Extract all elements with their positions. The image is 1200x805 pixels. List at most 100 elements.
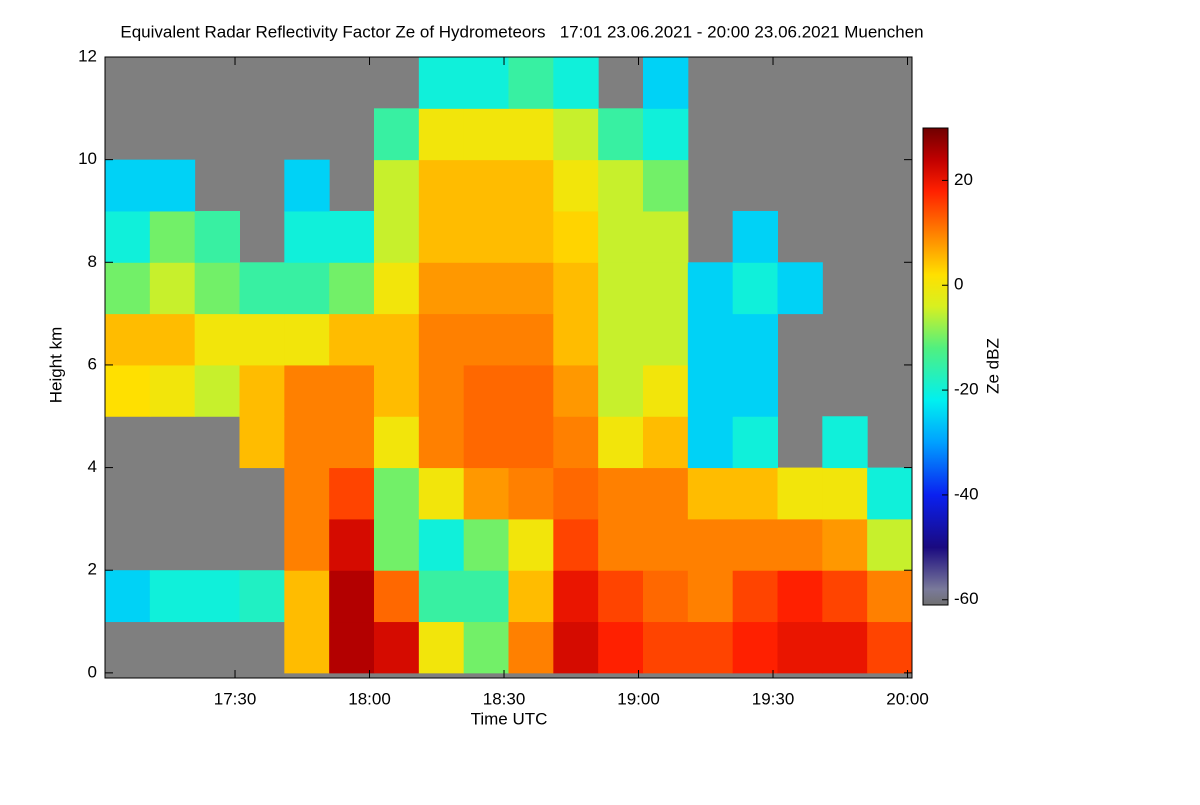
heatmap-cell	[105, 364, 151, 417]
heatmap-cell	[508, 57, 554, 109]
heatmap-cell	[687, 364, 734, 417]
heatmap-cell	[687, 467, 734, 520]
heatmap-cell	[598, 313, 644, 366]
heatmap-cell	[822, 518, 868, 571]
heatmap-cell	[284, 364, 330, 417]
heatmap-cell	[508, 570, 554, 623]
heatmap-cell	[732, 210, 778, 263]
heatmap-cell	[643, 416, 689, 469]
heatmap-cell	[463, 262, 509, 315]
heatmap-cell	[643, 57, 689, 109]
heatmap-cell	[329, 364, 375, 417]
heatmap-cell	[822, 416, 868, 469]
x-tick-label: 19:00	[617, 689, 660, 708]
heatmap-cell	[239, 364, 285, 417]
heatmap-cell	[239, 262, 285, 315]
heatmap-cell	[418, 57, 465, 109]
heatmap-cell	[194, 262, 240, 315]
x-tick-label: 17:30	[214, 689, 257, 708]
heatmap-cell	[463, 108, 509, 161]
heatmap-cell	[867, 621, 913, 674]
heatmap-cell	[149, 313, 196, 366]
heatmap-cell	[105, 570, 151, 623]
heatmap-cell	[105, 210, 151, 263]
heatmap-cell	[284, 518, 330, 571]
y-tick-label: 0	[88, 662, 97, 681]
heatmap-cell	[508, 108, 554, 161]
heatmap-cell	[329, 570, 375, 623]
heatmap-cell	[732, 621, 778, 674]
colorbar-tick-label: 0	[954, 275, 963, 294]
x-tick-label: 18:30	[483, 689, 526, 708]
heatmap-cell	[732, 416, 778, 469]
x-tick-label: 19:30	[752, 689, 795, 708]
heatmap-cell	[508, 262, 554, 315]
heatmap-cell	[553, 518, 599, 571]
heatmap-cell	[553, 313, 599, 366]
y-tick-label: 2	[88, 560, 97, 579]
heatmap-cell	[284, 570, 330, 623]
heatmap-cell	[149, 210, 196, 263]
heatmap-cell	[463, 570, 509, 623]
heatmap-cell	[598, 108, 644, 161]
heatmap-cell	[643, 159, 689, 212]
colorbar-tick-label: 20	[954, 170, 973, 189]
heatmap-cell	[553, 416, 599, 469]
y-tick-label: 4	[88, 457, 97, 476]
y-tick-label: 6	[88, 354, 97, 373]
heatmap-cell	[149, 570, 196, 623]
heatmap-cell	[598, 159, 644, 212]
heatmap-cell	[463, 416, 509, 469]
heatmap-cell	[239, 416, 285, 469]
heatmap-cell	[194, 364, 240, 417]
heatmap-cell	[418, 159, 465, 212]
heatmap-cell	[508, 210, 554, 263]
x-tick-label: 20:00	[886, 689, 929, 708]
heatmap-cell	[867, 518, 913, 571]
heatmap-cell	[149, 364, 196, 417]
heatmap-cell	[598, 262, 644, 315]
heatmap-cell	[194, 570, 240, 623]
heatmap-cell	[598, 621, 644, 674]
heatmap-cell	[553, 159, 599, 212]
heatmap-cell	[687, 262, 734, 315]
heatmap-cell	[598, 416, 644, 469]
heatmap-cell	[374, 518, 420, 571]
heatmap-cell	[329, 313, 375, 366]
heatmap-cell	[463, 621, 509, 674]
heatmap-cell	[598, 518, 644, 571]
heatmap-cell	[553, 570, 599, 623]
heatmap-cell	[732, 313, 778, 366]
heatmap-cell	[822, 467, 868, 520]
heatmap-cell	[463, 518, 509, 571]
heatmap-cell	[508, 467, 554, 520]
heatmap-cell	[508, 416, 554, 469]
heatmap-cell	[687, 570, 734, 623]
heatmap-cell	[374, 210, 420, 263]
colorbar-label: Ze dBZ	[983, 338, 1002, 394]
y-tick-label: 12	[78, 46, 97, 65]
heatmap-cell	[598, 210, 644, 263]
heatmap-cell	[418, 262, 465, 315]
heatmap-cell	[463, 57, 509, 109]
heatmap-cell	[374, 570, 420, 623]
heatmap-cell	[284, 467, 330, 520]
heatmap-cell	[329, 518, 375, 571]
heatmap-cell	[643, 210, 689, 263]
y-tick-label: 10	[78, 149, 97, 168]
heatmap-cell	[822, 570, 868, 623]
y-tick-label: 8	[88, 252, 97, 271]
heatmap-cell	[418, 621, 465, 674]
heatmap-cell	[329, 621, 375, 674]
heatmap-cell	[508, 621, 554, 674]
heatmap-cell	[418, 467, 465, 520]
heatmap-cell	[508, 159, 554, 212]
heatmap-cell	[418, 313, 465, 366]
heatmap-cell	[374, 467, 420, 520]
heatmap-cell	[732, 570, 778, 623]
heatmap-cell	[598, 364, 644, 417]
heatmap-cell	[508, 313, 554, 366]
heatmap-cell	[329, 210, 375, 263]
heatmap-cell	[732, 364, 778, 417]
heatmap-cell	[553, 467, 599, 520]
